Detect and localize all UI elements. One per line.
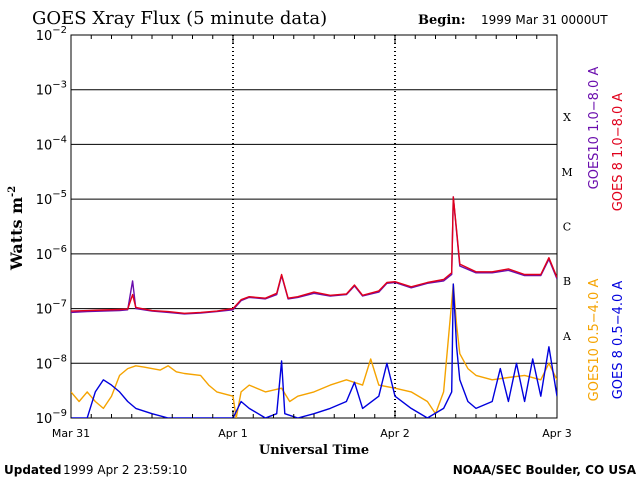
flare-class-label: C [563, 221, 571, 234]
footer-updated-value: 1999 Apr 2 23:59:10 [63, 463, 187, 477]
y-tick-label: 10−8 [36, 353, 67, 372]
grid-lines [71, 34, 557, 419]
flare-class-label: A [562, 330, 572, 343]
x-axis-title: Universal Time [259, 443, 369, 458]
y-tick-label: 10−3 [36, 80, 67, 99]
series-line [71, 196, 557, 314]
legend-entry: GOES10 1.0−8.0 A [587, 67, 602, 190]
y-tick-label: 10−7 [36, 299, 67, 318]
begin-value: 1999 Mar 31 0000UT [481, 13, 608, 27]
x-tick-label: Apr 2 [380, 427, 410, 440]
legend: GOES10 1.0−8.0 A GOES 8 1.0−8.0 A GOES10 0… [587, 67, 626, 402]
footer-updated-label: Updated [4, 463, 62, 477]
y-axis-title: Watts m-2 [7, 186, 26, 271]
begin-label: Begin: [418, 13, 466, 28]
series-line [71, 283, 557, 418]
y-tick-label: 10−4 [36, 134, 67, 153]
footer-source: NOAA/SEC Boulder, CO USA [453, 463, 637, 477]
series-line [71, 196, 557, 315]
x-tick-label: Apr 3 [542, 427, 572, 440]
x-tick-labels: Mar 31 Apr 1 Apr 2 Apr 3 [52, 35, 572, 440]
flare-class-label: M [561, 166, 572, 179]
series-line [71, 283, 557, 418]
x-tick-label: Mar 31 [52, 427, 90, 440]
flare-class-labels: X M C B A [561, 111, 572, 343]
y-tick-label: 10−9 [36, 408, 67, 427]
y-tick-label: 10−2 [36, 25, 67, 44]
plot-frame [70, 34, 558, 419]
legend-entry: GOES 8 1.0−8.0 A [611, 93, 626, 212]
legend-entry: GOES 8 0.5−4.0 A [611, 281, 626, 400]
flare-class-label: X [563, 111, 571, 124]
series-layer [71, 196, 557, 418]
chart-title: GOES Xray Flux (5 minute data) [32, 8, 327, 29]
x-tick-label: Apr 1 [218, 427, 248, 440]
y-tick-labels: 10−2 10−3 10−4 10−5 10−6 10−7 10−8 10−9 [36, 25, 67, 427]
y-tick-label: 10−6 [36, 244, 67, 263]
flare-class-label: B [563, 275, 571, 288]
legend-entry: GOES10 0.5−4.0 A [587, 279, 602, 402]
y-tick-label: 10−5 [36, 189, 67, 208]
